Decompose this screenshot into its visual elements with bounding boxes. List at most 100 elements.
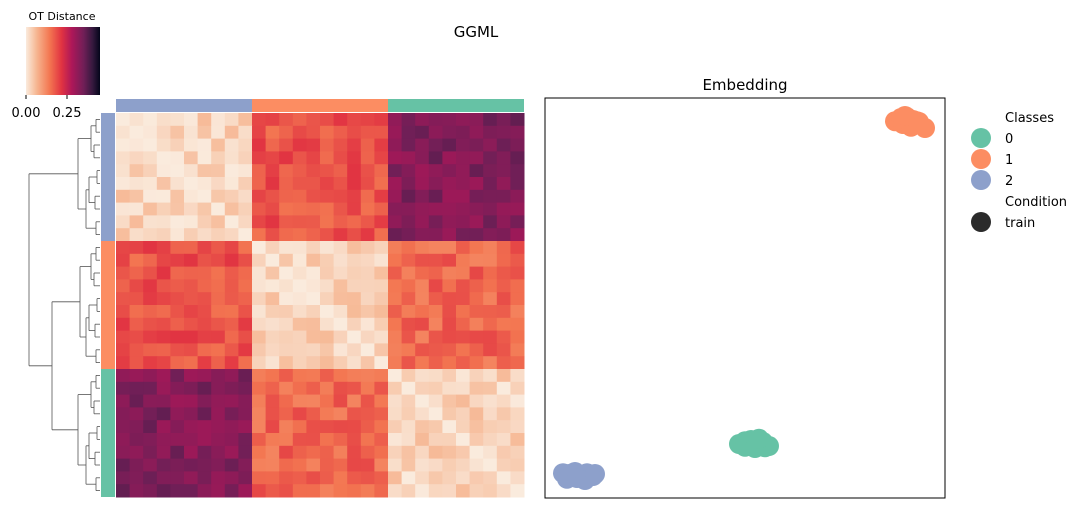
heatmap-cell	[360, 241, 375, 255]
heatmap-cell	[483, 458, 498, 472]
heatmap-cell	[197, 407, 212, 421]
heatmap-cell	[456, 164, 471, 178]
heatmap-cell	[184, 215, 199, 229]
heatmap-cell	[156, 266, 171, 280]
heatmap-cell	[224, 266, 239, 280]
heatmap-cell	[238, 241, 253, 255]
heatmap-cell	[197, 305, 212, 319]
heatmap-cell	[156, 305, 171, 319]
heatmap-cell	[388, 292, 403, 306]
heatmap-cell	[224, 343, 239, 357]
heatmap-cell	[388, 202, 403, 216]
heatmap-cell	[129, 305, 144, 319]
heatmap-cell	[143, 317, 158, 332]
heatmap-cell	[320, 177, 335, 191]
heatmap-cell	[129, 125, 144, 140]
heatmap-cell	[116, 125, 131, 140]
heatmap-cell	[306, 189, 321, 204]
heatmap-cell	[279, 164, 294, 178]
heatmap-cell	[292, 202, 307, 216]
heatmap-cell	[292, 177, 307, 191]
heatmap-cell	[333, 228, 348, 242]
heatmap-cell	[333, 138, 348, 152]
heatmap-cell	[401, 177, 416, 191]
heatmap-cell	[143, 279, 158, 293]
heatmap-cell	[496, 471, 511, 485]
heatmap-cell	[224, 279, 239, 293]
heatmap-cell	[428, 241, 443, 255]
heatmap-cell	[197, 445, 212, 460]
row-class-strip	[101, 241, 115, 369]
heatmap-cell	[442, 445, 457, 460]
heatmap-cell	[306, 202, 321, 216]
heatmap-cell	[143, 177, 158, 191]
heatmap-cell	[401, 266, 416, 280]
heatmap-cell	[442, 177, 457, 191]
heatmap-cell	[197, 471, 212, 485]
heatmap-cell	[360, 202, 375, 216]
heatmap-cell	[388, 113, 403, 127]
heatmap-cell	[510, 317, 525, 332]
heatmap-cell	[510, 125, 525, 140]
heatmap-cell	[211, 433, 226, 447]
heatmap-cell	[428, 189, 443, 204]
heatmap-cell	[428, 164, 443, 178]
heatmap-cell	[143, 164, 158, 178]
heatmap-cell	[116, 343, 131, 357]
colorbar-tick-label: 0.25	[53, 106, 82, 121]
heatmap-cell	[116, 484, 131, 498]
heatmap-cell	[184, 305, 199, 319]
heatmap-cell	[388, 189, 403, 204]
heatmap-cell	[320, 125, 335, 140]
heatmap-cell	[129, 407, 144, 421]
heatmap-cell	[129, 164, 144, 178]
heatmap-cell	[374, 164, 389, 178]
heatmap-cell	[333, 266, 348, 280]
heatmap-cell	[279, 420, 294, 434]
legend-marker-class-2	[971, 170, 991, 190]
heatmap-cell	[143, 113, 158, 127]
heatmap-cell	[442, 241, 457, 255]
heatmap-cell	[442, 266, 457, 280]
heatmap-cell	[211, 151, 226, 165]
heatmap-cell	[265, 407, 280, 421]
heatmap-cell	[211, 266, 226, 280]
heatmap-cell	[184, 343, 199, 357]
row-dendrogram	[28, 119, 100, 492]
heatmap-cell	[265, 369, 280, 383]
heatmap-cell	[292, 330, 307, 344]
heatmap-cell	[170, 189, 185, 204]
heatmap-cell	[388, 177, 403, 191]
heatmap-cell	[279, 471, 294, 485]
heatmap-cell	[306, 343, 321, 357]
heatmap-cell	[333, 369, 348, 383]
heatmap-cell	[415, 279, 430, 293]
heatmap-cell	[306, 164, 321, 178]
heatmap-cell	[292, 266, 307, 280]
heatmap-cell	[347, 292, 362, 306]
heatmap-cell	[116, 292, 131, 306]
heatmap-cell	[129, 343, 144, 357]
heatmap-cell	[401, 189, 416, 204]
heatmap-cell	[333, 407, 348, 421]
heatmap-cell	[143, 241, 158, 255]
heatmap-cell	[143, 407, 158, 421]
heatmap-cell	[156, 420, 171, 434]
heatmap-cell	[156, 241, 171, 255]
heatmap-cell	[279, 279, 294, 293]
column-class-strip	[388, 99, 524, 112]
heatmap-cell	[496, 202, 511, 216]
heatmap-cell	[170, 394, 185, 408]
heatmap-cell	[388, 458, 403, 472]
heatmap-cell	[456, 458, 471, 472]
heatmap-cell	[320, 228, 335, 242]
heatmap-cell	[143, 125, 158, 140]
heatmap-cell	[279, 266, 294, 280]
heatmap-cell	[224, 407, 239, 421]
heatmap-cell	[469, 279, 484, 293]
legend-condition-title: Condition	[1005, 195, 1067, 210]
heatmap-cell	[156, 138, 171, 152]
heatmap-cell	[170, 266, 185, 280]
heatmap-cell	[401, 215, 416, 229]
heatmap-cell	[428, 484, 443, 498]
